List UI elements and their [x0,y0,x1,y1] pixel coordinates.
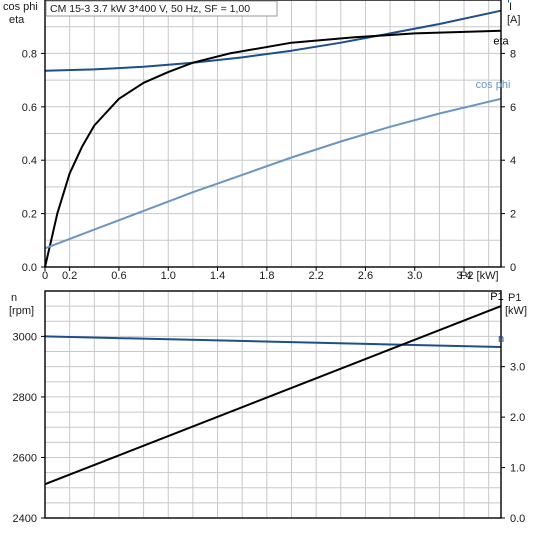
right-tick-label: 0.0 [510,513,525,525]
bottom-left-tick-labels: 2400 2600 2800 3000 [13,331,45,525]
x-tick-label: 2.2 [308,270,323,282]
right-axis-label-p1: P1 [508,292,521,304]
left-tick-label: 0.2 [22,209,37,221]
left-tick-label: 0.4 [22,155,37,167]
top-series-lines [44,9,502,268]
top-left-tick-labels: 0.0 0.2 0.4 0.6 0.8 [22,48,45,274]
x-tick-label: 0.2 [62,270,77,282]
top-x-tick-labels: 0 0.2 0.6 1.0 1.4 1.8 2.2 2.6 3.0 3.4 [42,267,472,282]
efficiency-current-panel: 0 0.2 0.6 1.0 1.4 1.8 2.2 2.6 3.0 3.4 0.00.20.40.… [3,0,520,282]
series-line-i [44,9,502,72]
right-axis-label-kw-unit: [kW] [505,305,527,317]
left-tick-label: 0.0 [22,262,37,274]
left-tick-label: 2400 [13,513,37,525]
chart-title-box [45,0,278,17]
top-grid [45,0,501,267]
left-axis-label-eta: eta [9,14,25,26]
left-tick-label: 3000 [13,331,37,343]
right-tick-label: 2.0 [510,412,525,424]
top-right-tick-labels: 0 2 4 6 8 [501,48,516,274]
series-line-cos-phi [44,97,502,250]
left-axis-label-cos-phi: cos phi [3,1,38,13]
series-label-eta: eta [493,36,509,48]
right-tick-label: 4 [510,155,516,167]
right-axis-label-a-unit: [A] [507,14,520,26]
right-tick-label: 2 [510,209,516,221]
series-label-n: n [498,333,504,345]
x-tick-label: 3.4 [456,270,471,282]
left-tick-label: 0.8 [22,48,37,60]
bottom-series-lines [44,305,502,486]
x-tick-label: 1.4 [210,270,225,282]
left-tick-label: 2600 [13,452,37,464]
speed-power-panel: 2400 2600 2800 3000 0.0 1.0 2.0 3.0 n P1 n [rpm… [9,290,527,525]
x-tick-label: 0 [42,270,48,282]
x-tick-label: 0.6 [111,270,126,282]
left-tick-label: 0.6 [22,102,37,114]
right-axis-label-i: I [509,1,512,13]
series-line-n [44,335,502,348]
bottom-plot-frame [44,290,502,519]
bottom-right-tick-labels: 0.0 1.0 2.0 3.0 [501,362,525,525]
series-label-i: I [507,0,510,6]
bottom-series-labels: n P1 [490,291,504,345]
bottom-grid [45,291,501,518]
right-tick-label: 8 [510,48,516,60]
series-label-p1: P1 [490,291,503,303]
x-tick-label: 2.6 [358,270,373,282]
series-label-cos-phi: cos phi [476,79,511,91]
chart-title: CM 15-3 3.7 kW 3*400 V, 50 Hz, SF = 1,00 [50,3,250,15]
right-tick-label: 1.0 [510,463,525,475]
left-axis-label-n: n [11,292,17,304]
right-tick-label: 3.0 [510,362,525,374]
x-tick-label: 1.8 [259,270,274,282]
left-axis-label-rpm-unit: [rpm] [9,305,34,317]
x-axis-label: P2 [kW] [460,270,499,282]
series-line-p1 [44,305,502,486]
top-series-labels: Ieta cos phi [476,0,511,91]
top-plot-frame [44,0,502,268]
left-tick-label: 2800 [13,392,37,404]
right-tick-label: 6 [510,102,516,114]
x-tick-label: 3.0 [407,270,422,282]
right-tick-label: 0 [510,262,516,274]
x-tick-label: 1.0 [161,270,176,282]
series-line-eta [44,29,502,268]
